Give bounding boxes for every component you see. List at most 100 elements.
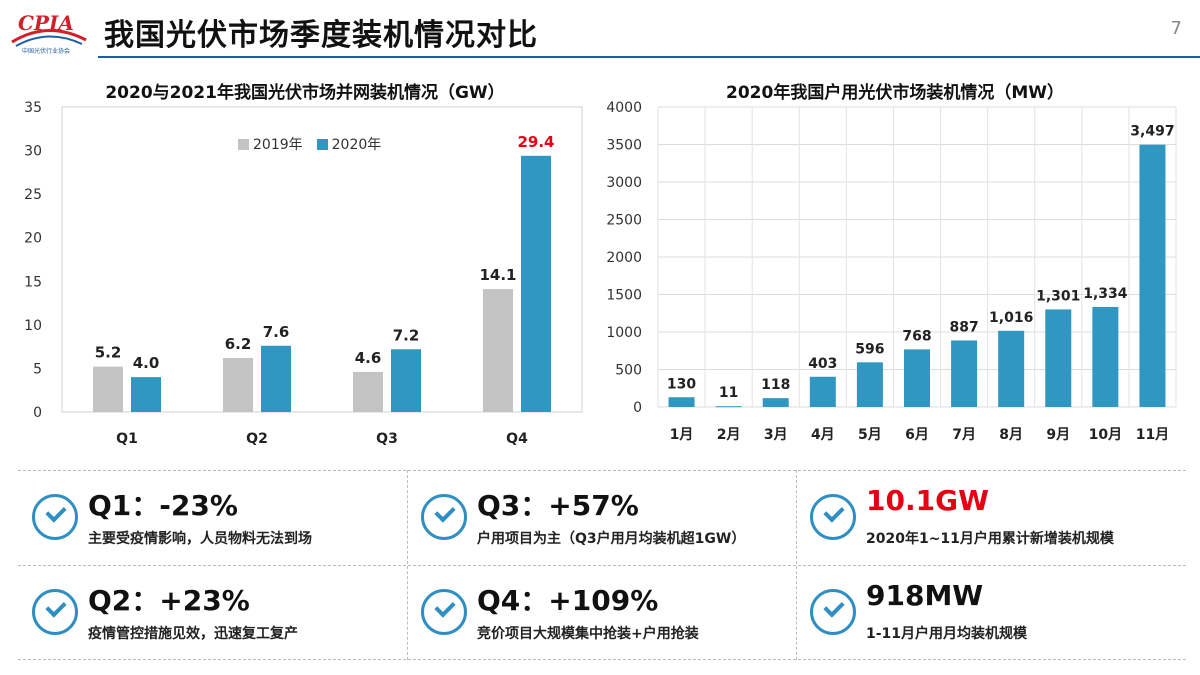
data-label: 7.2 [393,326,420,344]
bar [856,362,883,407]
bar [353,371,383,412]
data-label: 1,334 [1083,286,1128,302]
title-divider [98,56,1200,58]
bar [131,377,161,412]
logo-text: CPIA [18,11,74,35]
data-label: 29.4 [517,133,554,151]
bar [93,366,123,412]
grid-divider [796,470,797,660]
summary-card-q3: Q3：+57% 户用项目为主（Q3户用月均装机超1GW） [407,470,796,565]
check-circle-icon [810,494,856,540]
grid-divider [407,470,408,660]
summary-grid: Q1：-23% 主要受疫情影响，人员物料无法到场 Q3：+57% 户用项目为主（… [18,470,1186,660]
card-title: 918MW [866,579,984,612]
card-title: Q1：-23% [88,489,238,522]
legend-item: 2020年 [316,134,382,154]
y-tick-label: 5 [33,361,42,377]
x-tick-label: 10月 [1089,427,1122,443]
data-label: 768 [902,328,931,344]
x-tick-label: 2月 [717,427,741,443]
x-tick-label: 6月 [905,427,929,443]
y-tick-label: 10 [24,318,42,334]
legend-label: 2019年 [253,137,303,153]
bar [809,376,836,407]
data-label: 1,301 [1036,288,1080,304]
data-label: 1,016 [989,310,1033,326]
x-tick-label: Q4 [506,431,528,447]
bar [904,349,930,407]
chart-legend: 2019年 2020年 [238,134,381,154]
bar [391,349,421,412]
grid-divider [18,659,1186,660]
chart-plot: 0 500 1000 1500 2000 2500 3000 3500 4000 130 1月 11 2… [606,100,1177,443]
bar [1045,309,1072,407]
card-subtitle: 户用项目为主（Q3户用月均装机超1GW） [477,531,746,547]
bar [261,345,291,412]
x-tick-label: 5月 [858,427,882,443]
header: CPIA 中国光伏行业协会 我国光伏市场季度装机情况对比 7 [0,0,1200,64]
y-tick-label: 35 [24,100,42,116]
plot-area [61,106,583,413]
y-tick-label: 15 [24,274,42,290]
y-tick-label: 3500 [606,138,642,154]
y-tick-label: 0 [33,405,42,421]
check-circle-icon [421,494,467,540]
x-tick-label: Q2 [246,431,268,447]
legend-label: 2020年 [331,137,382,153]
logo-subtext: 中国光伏行业协会 [22,47,70,55]
check-circle-icon [32,589,78,635]
chart-title: 2020与2021年我国光伏市场并网装机情况（GW） [105,83,505,103]
legend-item: 2019年 [238,134,303,154]
y-tick-label: 2000 [606,250,642,266]
grid-divider [18,470,1186,471]
card-subtitle: 1-11月户用月均装机规模 [866,626,1028,642]
x-tick-label: 4月 [811,427,835,443]
card-title: Q2：+23% [88,584,250,617]
household-install-chart: 2020年我国户用光伏市场装机情况（MW） 0 500 1000 1500 2000 25… [600,70,1190,460]
y-tick-label: 4000 [606,100,642,116]
legend-swatch [238,138,249,150]
x-tick-label: Q1 [116,431,138,447]
bar [483,289,513,412]
data-label: 14.1 [479,266,516,284]
page-title: 我国光伏市场季度装机情况对比 [104,18,538,53]
data-label: 4.6 [355,349,382,367]
data-label: 596 [855,341,884,357]
card-subtitle: 主要受疫情影响，人员物料无法到场 [88,531,312,547]
y-tick-label: 30 [24,144,42,160]
x-tick-label: 11月 [1136,427,1169,443]
chart-plot: 0 5 10 15 20 25 30 35 Q1 5.2 4.0 Q2 6.2 7.6 Q3 4.6 7.2 Q4… [24,100,583,447]
data-label: 7.6 [263,323,290,341]
summary-card-monthly: 918MW 1-11月户用月均装机规模 [796,565,1185,660]
card-title: 10.1GW [866,484,989,517]
data-label: 3,497 [1130,124,1174,140]
x-tick-label: 7月 [952,427,976,443]
y-tick-label: 0 [633,400,642,416]
bar [998,330,1025,407]
page-number: 7 [1170,18,1182,39]
bar [951,340,978,407]
card-title: Q3：+57% [477,489,639,522]
bar [223,357,253,412]
data-label: 130 [667,376,696,392]
y-tick-label: 2500 [606,213,642,229]
check-circle-icon [810,589,856,635]
data-label: 6.2 [225,335,252,353]
card-subtitle: 竞价项目大规模集中抢装+户用抢装 [477,626,699,642]
cpia-logo: CPIA 中国光伏行业协会 [8,6,90,56]
y-tick-label: 20 [24,231,42,247]
x-tick-label: 3月 [764,427,788,443]
legend-swatch [316,138,328,150]
logo-mark-icon: CPIA 中国光伏行业协会 [11,11,87,55]
bar [1092,306,1119,407]
data-label: 5.2 [95,344,122,362]
bar [668,397,695,407]
bar [762,398,789,407]
summary-card-total: 10.1GW 2020年1~11月户用累计新增装机规模 [796,470,1185,565]
data-label: 118 [761,377,790,393]
x-tick-label: Q3 [376,431,398,447]
y-tick-label: 1500 [606,288,642,304]
summary-card-q4: Q4：+109% 竞价项目大规模集中抢装+户用抢装 [407,565,796,660]
bar [1139,144,1166,407]
card-subtitle: 2020年1~11月户用累计新增装机规模 [866,531,1114,547]
